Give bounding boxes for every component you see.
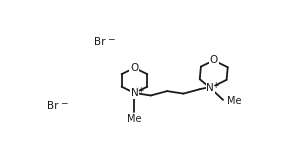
Text: −: − (107, 34, 114, 43)
Text: Br: Br (47, 101, 58, 111)
Text: +: + (137, 86, 143, 95)
Text: +: + (213, 81, 219, 90)
Text: Me: Me (127, 114, 142, 124)
Text: Br: Br (94, 37, 105, 47)
Text: Me: Me (227, 96, 241, 105)
Text: O: O (130, 63, 138, 73)
Text: O: O (209, 55, 218, 65)
Text: −: − (60, 98, 67, 107)
Text: N: N (206, 83, 214, 93)
Text: N: N (131, 88, 138, 98)
